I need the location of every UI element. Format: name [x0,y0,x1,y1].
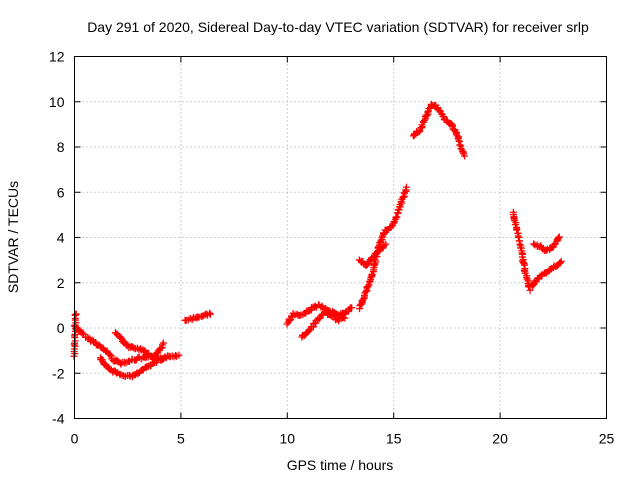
data-point [400,193,408,201]
data-point [106,365,114,373]
series-morning-edge [70,310,80,360]
data-point [377,237,385,245]
series-morning-lower [97,354,167,381]
data-point [513,226,521,234]
data-point [78,329,86,337]
data-point [311,302,319,310]
data-point [556,259,564,267]
x-tick-label: 0 [71,431,79,447]
data-point [339,313,347,321]
y-tick-label: 8 [57,139,65,155]
data-point [116,333,124,341]
data-point [364,282,372,290]
data-point [159,355,167,363]
data-point [526,286,534,294]
data-point [206,309,214,317]
data-point [159,339,167,347]
y-tick-label: 0 [57,320,65,336]
data-point [435,106,443,114]
x-tick-label: 20 [492,431,508,447]
data-point [106,351,114,359]
series-evening-peak [409,100,469,160]
series-midday-lower [298,308,349,341]
data-point [420,116,428,124]
y-tick-label: 4 [57,230,65,246]
x-tick-label: 10 [280,431,296,447]
y-tick-label: -4 [52,411,65,427]
data-point [70,352,78,360]
x-axis-label: GPS time / hours [287,457,394,473]
series-night-drop [509,208,534,294]
data-point [423,112,431,120]
data-point [378,233,386,241]
x-tick-label: 25 [599,431,615,447]
series-night-upper [530,233,563,254]
data-point [456,141,464,149]
series-late-morning [181,309,214,324]
y-tick-label: -2 [52,365,65,381]
data-point [557,257,565,265]
x-tick-label: 5 [177,431,185,447]
data-point [554,234,562,242]
data-point [402,183,410,191]
data-point [424,108,432,116]
data-point [525,283,533,291]
data-point [348,304,356,312]
y-tick-label: 6 [57,184,65,200]
data-layer [70,100,565,381]
plot-frame [74,56,607,419]
data-point [457,145,465,153]
grid-layer [74,56,607,419]
data-point [175,351,183,359]
data-point [328,312,336,320]
data-point [393,213,401,221]
chart-title: Day 291 of 2020, Sidereal Day-to-day VTE… [87,19,589,35]
series-afternoon-branch [355,240,390,270]
x-tick-label: 15 [386,431,402,447]
data-point [427,100,435,108]
series-morning-hump [111,329,167,362]
data-point [461,152,469,160]
series-midday [283,301,356,328]
data-point [555,233,563,241]
data-point [362,287,370,295]
data-point [516,240,524,248]
data-point [530,240,538,248]
y-tick-label: 12 [49,49,65,65]
y-axis-label: SDTVAR / TECUs [5,181,21,293]
series-afternoon-rise [356,183,410,313]
data-point [341,314,349,322]
y-tick-label: 2 [57,275,65,291]
data-point [382,240,390,248]
data-point [396,201,404,209]
data-point [206,310,214,318]
data-point [370,253,378,261]
tick-label-layer: 0 5 10 15 20 25 -4 -2 0 2 4 6 8 10 12 [49,49,615,447]
series-night-lower [529,257,565,290]
data-point [455,136,463,144]
y-tick-label: 10 [49,94,65,110]
data-point [542,246,550,254]
